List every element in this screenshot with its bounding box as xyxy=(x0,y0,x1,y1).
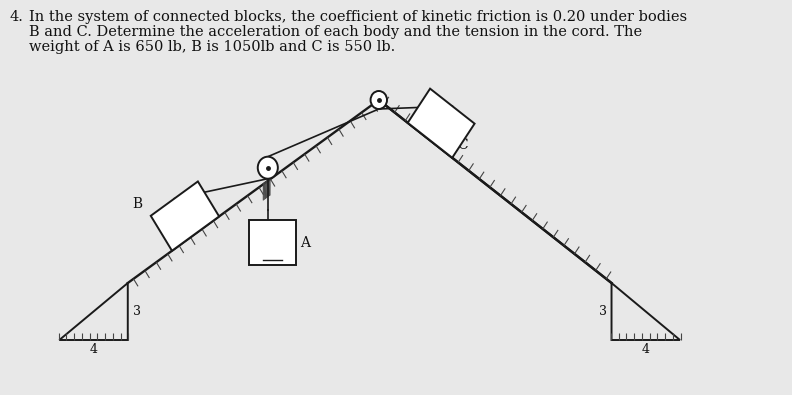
Text: C: C xyxy=(458,138,468,152)
Circle shape xyxy=(371,91,387,109)
Text: 3: 3 xyxy=(599,305,607,318)
Text: 4: 4 xyxy=(89,343,97,356)
Text: A: A xyxy=(300,235,310,250)
Text: In the system of connected blocks, the coefficient of kinetic friction is 0.20 u: In the system of connected blocks, the c… xyxy=(29,10,687,24)
Text: weight of A is 650 lb, B is 1050lb and C is 550 lb.: weight of A is 650 lb, B is 1050lb and C… xyxy=(29,40,395,54)
Bar xyxy=(249,220,296,265)
Text: B and C. Determine the acceleration of each body and the tension in the cord. Th: B and C. Determine the acceleration of e… xyxy=(29,25,642,39)
Text: 4: 4 xyxy=(642,343,649,356)
Polygon shape xyxy=(150,181,219,251)
Text: B: B xyxy=(132,197,143,211)
Circle shape xyxy=(257,157,278,179)
Text: 4.: 4. xyxy=(10,10,23,24)
Text: 3: 3 xyxy=(133,305,141,318)
Polygon shape xyxy=(408,88,474,158)
